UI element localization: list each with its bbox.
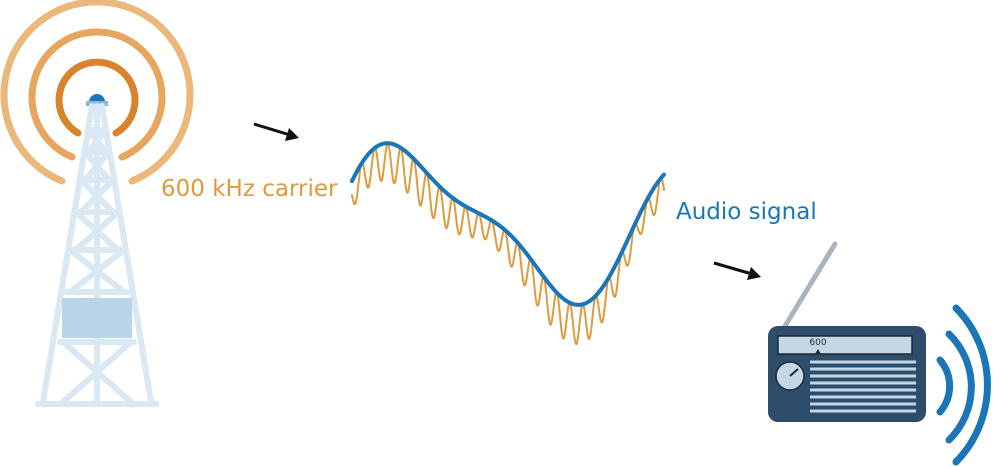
radio-receiver-icon xyxy=(768,241,926,422)
audio-envelope xyxy=(350,141,666,307)
speaker-grille xyxy=(810,360,916,413)
dial-frequency-label: 600 xyxy=(809,338,827,348)
tuning-display xyxy=(777,335,913,355)
tuning-pointer xyxy=(815,349,821,354)
arrow-icon xyxy=(713,261,761,280)
middle-ring xyxy=(28,28,166,161)
arrow-icon xyxy=(253,122,299,141)
radio-tower-icon xyxy=(0,0,194,407)
carrier-wave xyxy=(351,142,665,346)
outer-ring xyxy=(0,0,194,185)
tower-frame xyxy=(35,103,159,407)
beacon xyxy=(89,94,105,102)
carrier-label: 600 kHz carrier xyxy=(161,176,338,202)
audio-signal-label: Audio signal xyxy=(676,199,817,225)
inner-ring xyxy=(55,58,139,137)
sound-waves-icon xyxy=(936,304,991,466)
modulated-wave xyxy=(350,141,666,346)
tower-panel xyxy=(62,298,132,338)
antenna xyxy=(782,241,838,329)
broadcast-rings xyxy=(0,0,194,185)
